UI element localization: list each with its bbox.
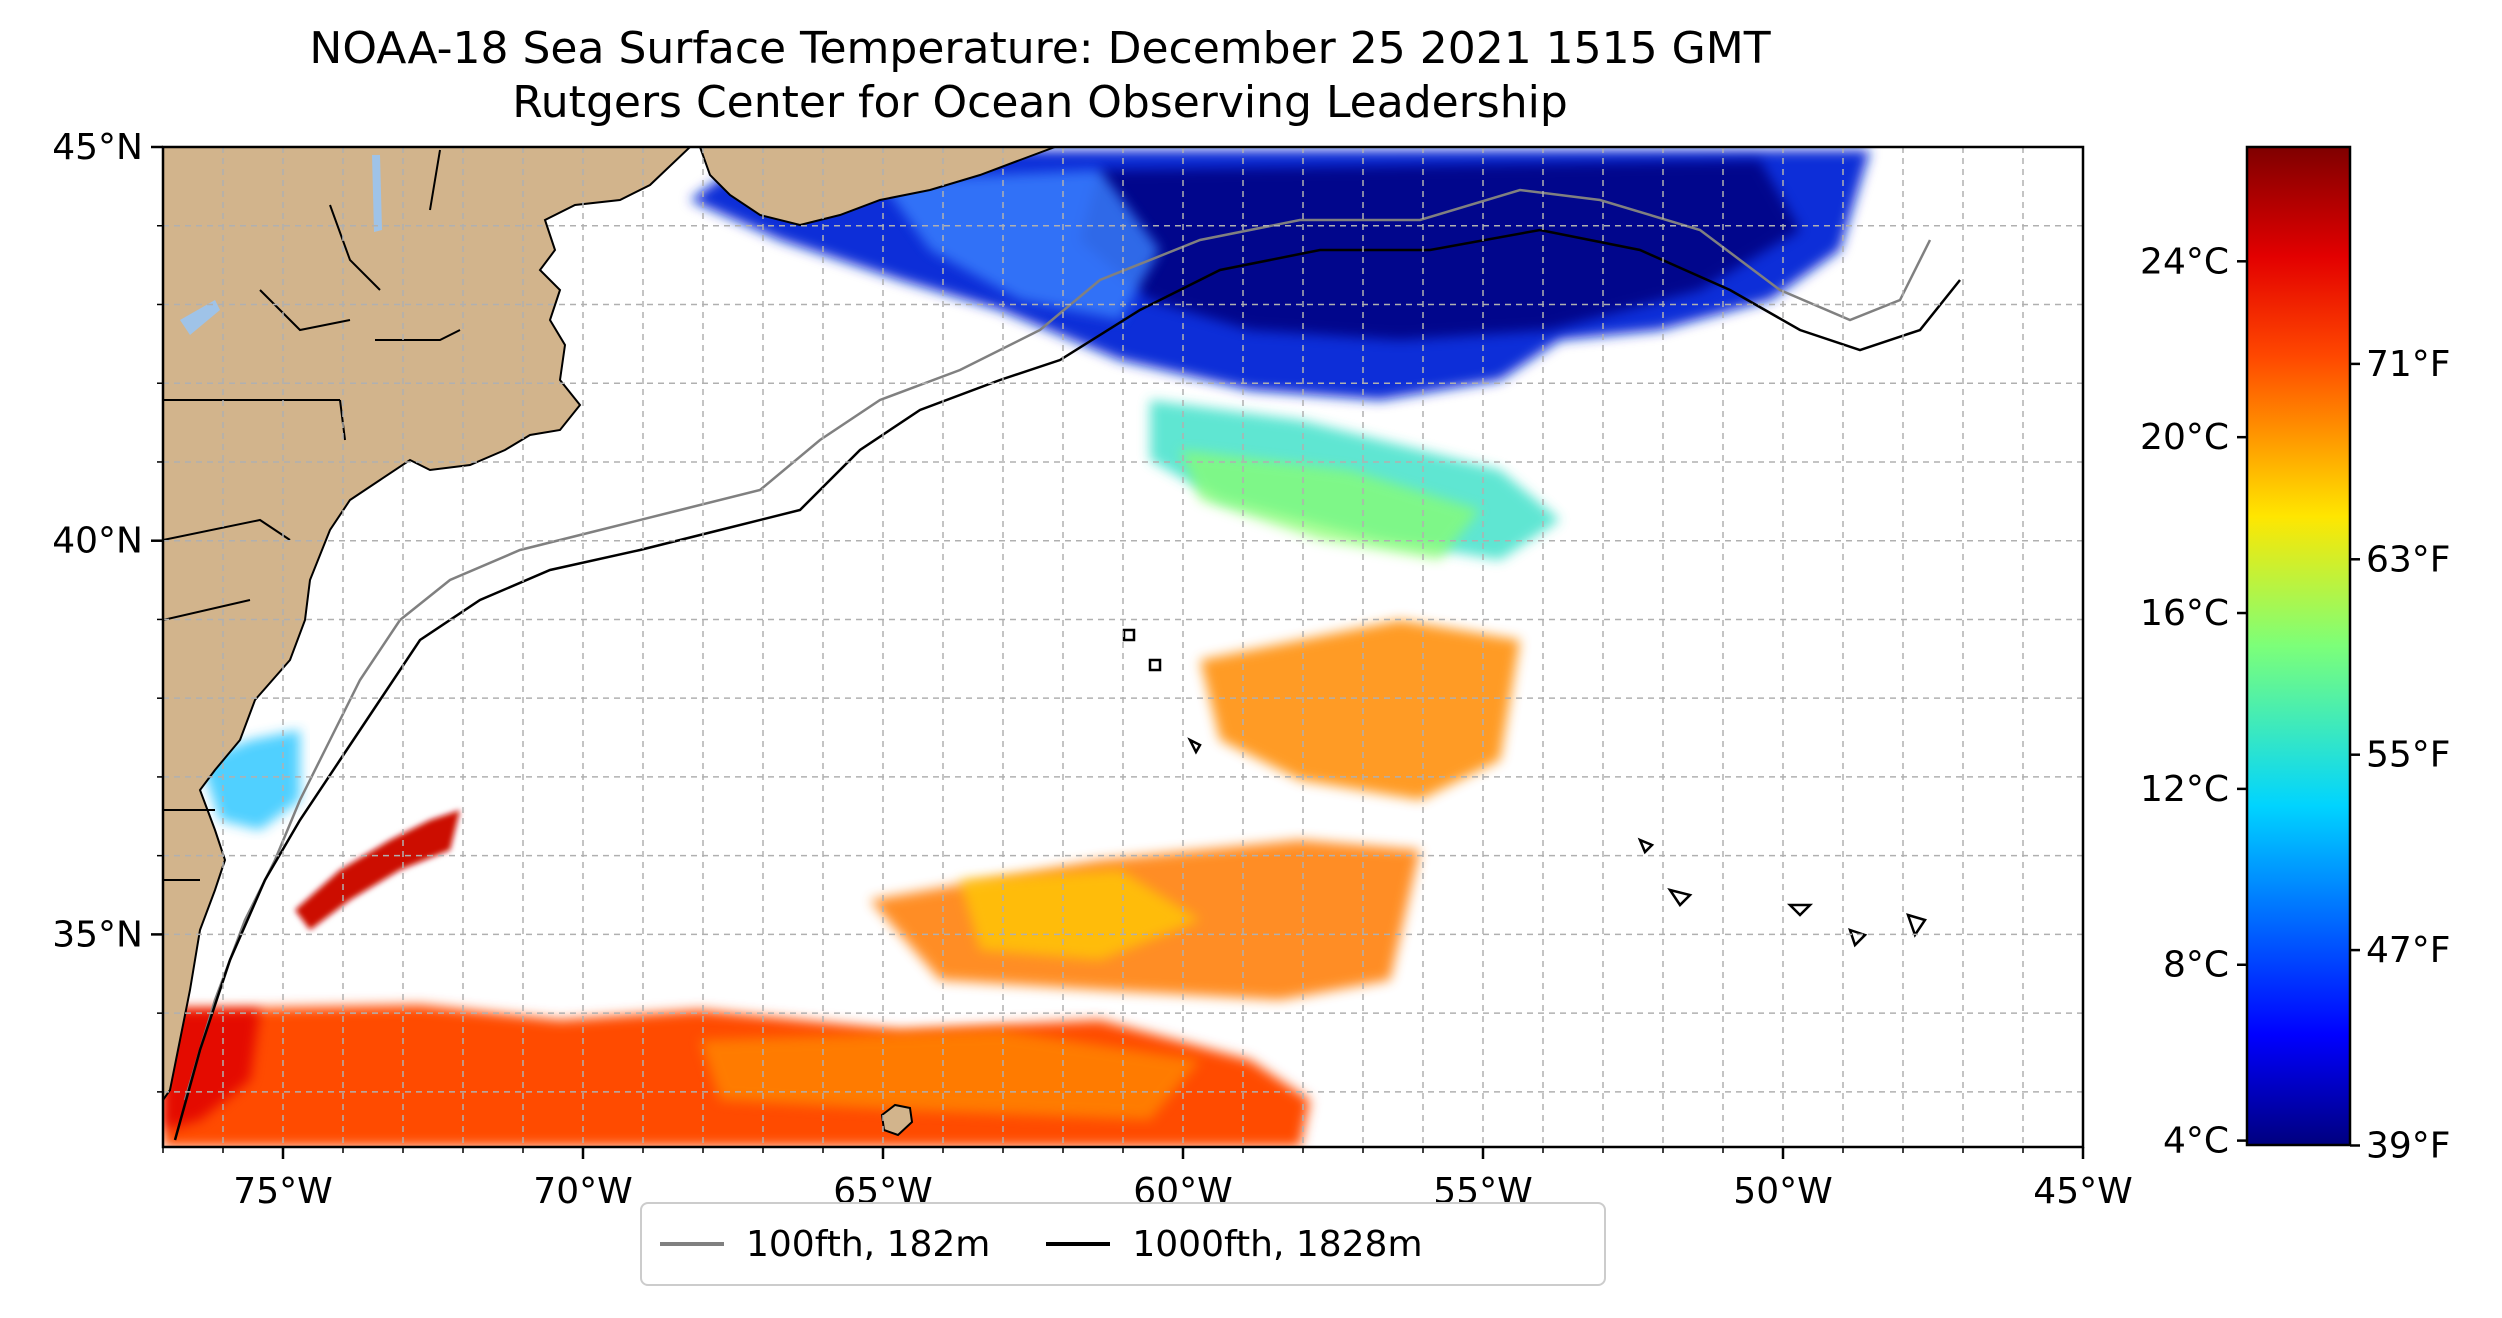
colorbar-ticks: 4°C 8°C 12°C 16°C 20°C 24°C 39°F 47°F 55°F 63°F 71… (2140, 241, 2450, 1166)
land-layer (163, 147, 1056, 1137)
colorbar-celsius-label: 12°C (2140, 769, 2229, 810)
x-tick-label: 70°W (533, 1171, 632, 1212)
legend-label-1000fth: 1000fth, 1828m (1132, 1223, 1423, 1265)
map-gridlines (163, 147, 2083, 1147)
state-borders (163, 149, 461, 881)
y-axis: 35°N 40°N 45°N (52, 127, 163, 1093)
seamount-contours (1122, 628, 1927, 948)
colorbar-celsius-label: 8°C (2163, 945, 2229, 986)
land-bermuda (880, 1103, 914, 1137)
map-title-line2: Rutgers Center for Ocean Observing Leade… (512, 77, 1568, 128)
x-tick-label: 45°W (2033, 1171, 2132, 1212)
sst-map (163, 147, 2083, 1147)
legend-label-100fth: 100fth, 182m (746, 1223, 991, 1265)
sst-central-patches (1200, 620, 1520, 800)
sst-transition-green (1180, 450, 1480, 560)
sst-cold-water-light (880, 170, 1160, 320)
legend-line-100fth (660, 1242, 724, 1246)
colorbar-celsius-label: 24°C (2140, 241, 2229, 282)
x-tick-label: 50°W (1733, 1171, 1832, 1212)
y-tick-label: 35°N (52, 914, 143, 955)
isobath-layer (173, 188, 1961, 1141)
colorbar-fahrenheit-label: 39°F (2366, 1125, 2451, 1166)
colorbar-gradient (2245, 145, 2352, 1147)
land-north-america (163, 147, 692, 1102)
lake-champlain (372, 155, 382, 232)
sst-gulf-stream-hatteras (295, 810, 460, 930)
x-tick-label: 75°W (233, 1171, 332, 1212)
land-nova-scotia (698, 147, 1056, 227)
isobath-1000fth (173, 228, 1961, 1141)
sst-mid-yellow (960, 870, 1200, 960)
legend-item-1000fth: 1000fth, 1828m (1046, 1223, 1423, 1265)
colorbar-fahrenheit-label: 47°F (2366, 930, 2451, 971)
map-title: NOAA-18 Sea Surface Temperature: Decembe… (160, 22, 1920, 130)
isobath-legend: 100fth, 182m 1000fth, 1828m (640, 1202, 1606, 1286)
y-tick-label: 45°N (52, 127, 143, 168)
colorbar-celsius-label: 4°C (2163, 1121, 2229, 1162)
legend-item-100fth: 100fth, 182m (660, 1224, 990, 1265)
lake-small (180, 300, 220, 335)
colorbar-fahrenheit-label: 55°F (2366, 735, 2451, 776)
y-tick-label: 40°N (52, 521, 143, 562)
legend-line-1000fth (1046, 1242, 1111, 1246)
colorbar-celsius-label: 20°C (2140, 417, 2229, 458)
isobath-100fth (183, 188, 1932, 1101)
sst-southern-orange (700, 1030, 1200, 1120)
colorbar-fahrenheit-label: 71°F (2366, 344, 2451, 385)
colorbar-fahrenheit-label: 63°F (2366, 539, 2451, 580)
colorbar-celsius-label: 16°C (2140, 593, 2229, 634)
colorbar: 4°C 8°C 12°C 16°C 20°C 24°C 39°F 47°F 55°F 63°F 71… (2140, 145, 2451, 1166)
map-title-line1: NOAA-18 Sea Surface Temperature: Decembe… (309, 23, 1771, 74)
